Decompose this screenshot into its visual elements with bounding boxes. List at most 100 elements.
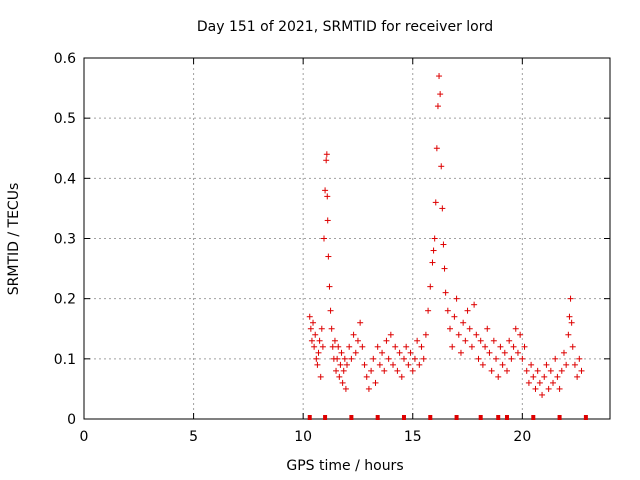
scatter-point	[392, 343, 399, 350]
scatter-point	[503, 367, 510, 374]
axis-ticks: 0 0.1 0.2 0.3 0.4 0.5 0.6 0 5 10 15 20	[54, 51, 610, 445]
scatter-point	[473, 331, 480, 338]
scatter-point	[354, 337, 361, 344]
scatter-point	[439, 205, 446, 212]
scatter-point	[528, 361, 535, 368]
scatter-point	[313, 355, 320, 362]
scatter-point	[314, 361, 321, 368]
scatter-point	[558, 367, 565, 374]
scatter-point	[519, 355, 526, 362]
scatter-point	[471, 301, 478, 308]
scatter-point	[556, 385, 563, 392]
scatter-point	[325, 253, 332, 260]
scatter-point	[484, 325, 491, 332]
x-tick-label: 20	[513, 429, 531, 445]
scatter-point	[319, 343, 326, 350]
scatter-point	[541, 373, 548, 380]
scatter-point	[523, 367, 530, 374]
scatter-point	[482, 343, 489, 350]
scatter-point	[501, 349, 508, 356]
scatter-point	[341, 355, 348, 362]
scatter-point	[530, 373, 537, 380]
scatter-point	[338, 349, 345, 356]
baseline-marker	[454, 415, 459, 420]
scatter-point	[396, 349, 403, 356]
scatter-point	[578, 367, 585, 374]
scatter-point	[425, 307, 432, 314]
scatter-point	[328, 325, 335, 332]
scatter-point	[440, 241, 447, 248]
y-tick-label: 0.4	[54, 171, 76, 187]
scatter-point	[368, 367, 375, 374]
scatter-point	[403, 343, 410, 350]
scatter-point	[433, 145, 440, 152]
scatter-point	[534, 367, 541, 374]
scatter-point	[468, 343, 475, 350]
baseline-marker	[583, 415, 588, 420]
scatter-point	[427, 283, 434, 290]
baseline-marker	[557, 415, 562, 420]
scatter-point	[497, 343, 504, 350]
scatter-point	[307, 325, 314, 332]
scatter-point	[510, 343, 517, 350]
baseline-marker	[428, 415, 433, 420]
scatter-point	[569, 343, 576, 350]
scatter-point	[340, 367, 347, 374]
y-tick-label: 0.6	[54, 51, 76, 67]
scatter-point	[576, 355, 583, 362]
baseline-marker	[496, 415, 501, 420]
y-tick-label: 0.1	[54, 352, 76, 368]
scatter-point	[437, 91, 444, 98]
scatter-point	[411, 355, 418, 362]
scatter-point	[488, 367, 495, 374]
scatter-point	[434, 103, 441, 110]
scatter-point	[385, 355, 392, 362]
scatter-point	[429, 259, 436, 266]
scatter-point	[310, 319, 317, 326]
scatter-point	[317, 373, 324, 380]
scatter-point	[357, 319, 364, 326]
scatter-point	[335, 343, 342, 350]
scatter-point	[453, 295, 460, 302]
scatter-point	[320, 235, 327, 242]
scatter-point	[394, 367, 401, 374]
scatter-point	[331, 337, 338, 344]
scatter-point	[372, 379, 379, 386]
scatter-point	[381, 367, 388, 374]
scatter-point	[365, 385, 372, 392]
scatter-point	[490, 337, 497, 344]
x-tick-label: 10	[294, 429, 312, 445]
scatter-point	[466, 325, 473, 332]
scatter-point	[566, 313, 573, 320]
scatter-point	[547, 367, 554, 374]
scatter-point	[323, 157, 330, 164]
scatter-point	[506, 337, 513, 344]
scatter-point	[383, 337, 390, 344]
baseline-marker	[478, 415, 483, 420]
scatter-point	[430, 247, 437, 254]
scatter-point	[326, 283, 333, 290]
scatter-point	[457, 349, 464, 356]
scatter-point	[418, 343, 425, 350]
x-axis-label: GPS time / hours	[286, 458, 403, 474]
x-tick-label: 15	[404, 429, 422, 445]
scatter-point	[416, 361, 423, 368]
scatter-point	[318, 325, 325, 332]
baseline-marker	[349, 415, 354, 420]
scatter-point	[390, 361, 397, 368]
scatter-point	[324, 193, 331, 200]
scatter-point	[346, 343, 353, 350]
scatter-point	[477, 337, 484, 344]
scatter-point	[324, 217, 331, 224]
scatter-point	[571, 361, 578, 368]
scatter-point	[493, 355, 500, 362]
scatter-point	[447, 325, 454, 332]
y-tick-label: 0.3	[54, 232, 76, 248]
scatter-point	[512, 325, 519, 332]
scatter-point	[409, 367, 416, 374]
scatter-point	[550, 379, 557, 386]
scatter-point	[539, 391, 546, 398]
scatter-point	[455, 331, 462, 338]
scatter-point	[398, 373, 405, 380]
